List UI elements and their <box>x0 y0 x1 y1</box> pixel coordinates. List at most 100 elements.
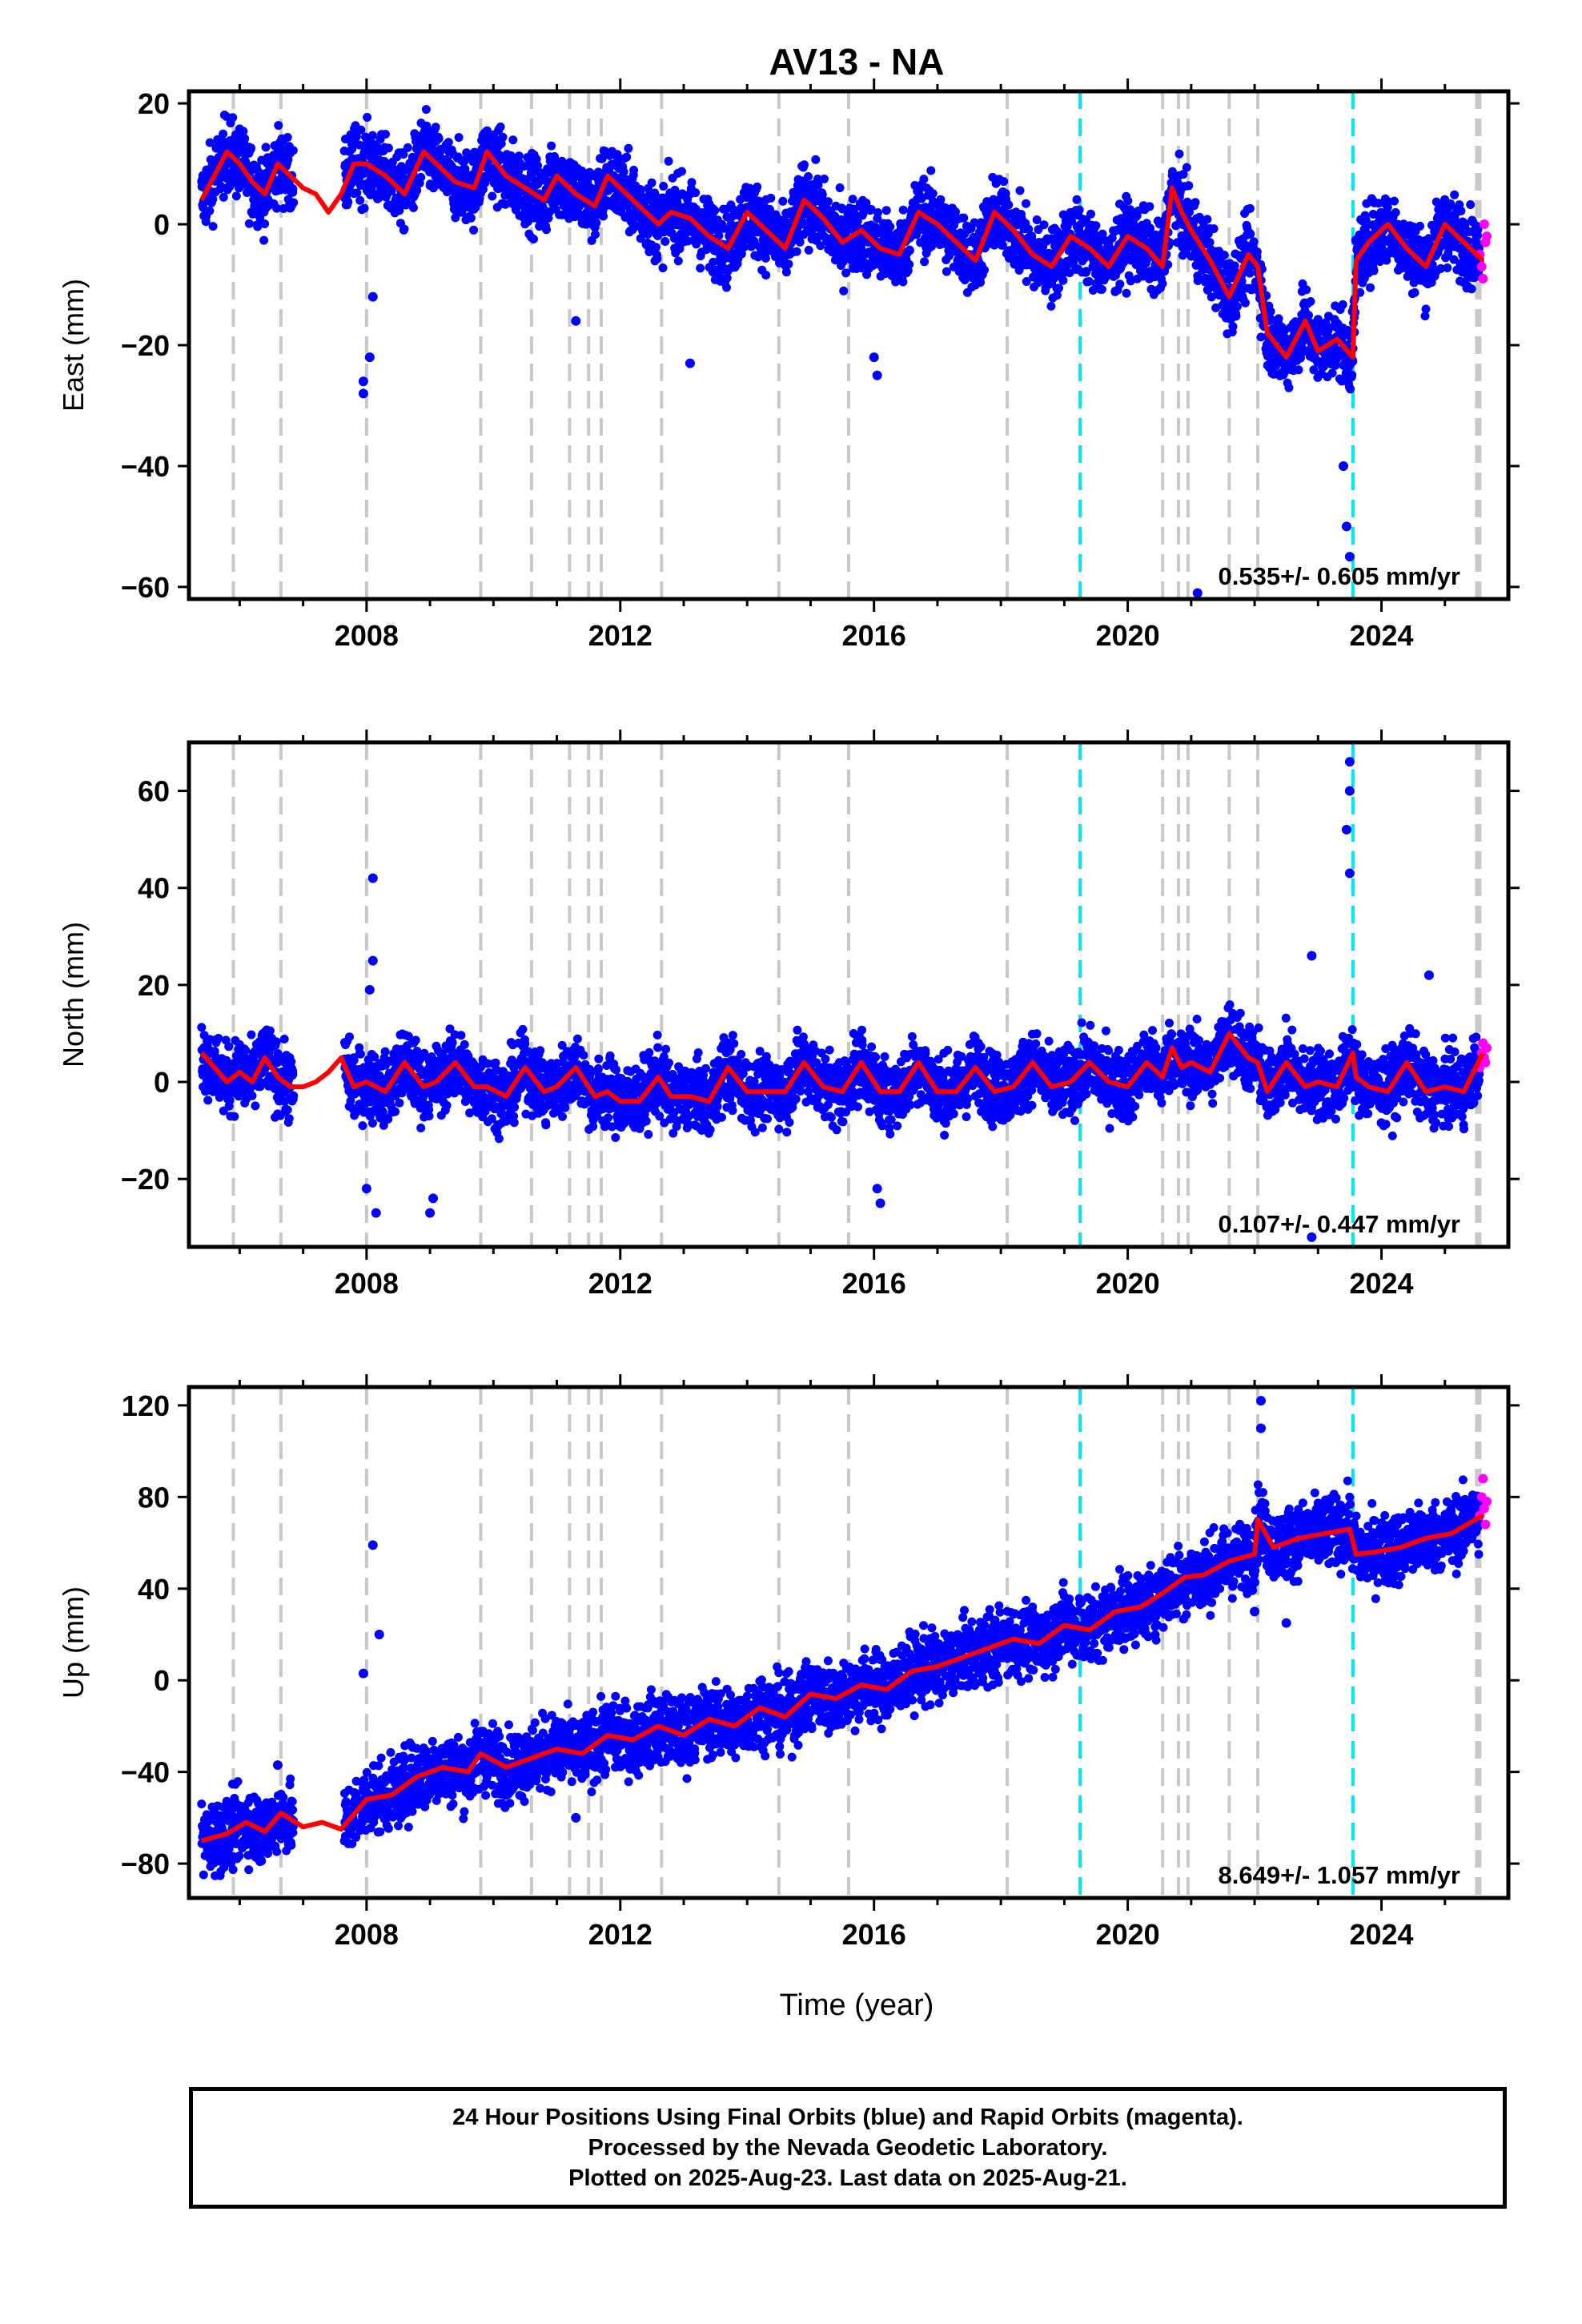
east-outlier-point-11 <box>1339 460 1348 471</box>
up-outlier-point-1 <box>367 1540 378 1550</box>
up-outlier-point-8 <box>272 1760 283 1771</box>
north-outlier-point-1 <box>367 955 378 966</box>
east-outlier-point-8 <box>1192 588 1203 598</box>
east-x-tick-label-2012: 2012 <box>588 619 652 652</box>
north-plot-area <box>197 742 1492 1247</box>
north-outlier-point-14 <box>1307 951 1317 961</box>
east-outlier-point-2 <box>364 352 375 363</box>
east-outlier-point-7 <box>872 370 882 380</box>
north-outlier-point-2 <box>364 984 375 995</box>
up-x-tick-label-2024: 2024 <box>1349 1918 1413 1951</box>
up-x-tick-label-2012: 2012 <box>588 1918 652 1951</box>
north-y-tick-label-40: 40 <box>138 872 170 905</box>
up-model-line <box>201 1513 1484 1844</box>
north-x-tick-label-2020: 2020 <box>1096 1267 1160 1300</box>
up-y-tick-label--40: −40 <box>121 1756 170 1789</box>
east-final-orbit-points <box>197 105 1484 394</box>
north-y-tick-label-0: 0 <box>154 1066 170 1099</box>
east-outlier-point-1 <box>358 388 368 399</box>
north-outlier-point-10 <box>1344 757 1355 767</box>
east-outlier-point-6 <box>869 352 879 363</box>
north-velocity-label: 0.107+/- 0.447 mm/yr <box>1219 1210 1460 1238</box>
up-y-tick-label-0: 0 <box>154 1664 170 1697</box>
east-velocity-label: 0.535+/- 0.605 mm/yr <box>1219 562 1460 590</box>
footer-box: 24 Hour Positions Using Final Orbits (bl… <box>189 2087 1507 2209</box>
east-y-tick-label-0: 0 <box>154 208 170 241</box>
north-outlier-point-8 <box>875 1198 885 1208</box>
east-outlier-point-4 <box>571 316 581 326</box>
up-frame <box>187 1385 1511 1900</box>
east-rapid-point-1 <box>1476 261 1487 271</box>
gps-timeseries-chart: AV13 - NA Time (year) 2008 2012 2016 2020 20… <box>57 41 1520 2022</box>
x-axis-label: Time (year) <box>780 1988 934 2022</box>
east-y-axis-label: East (mm) <box>57 279 90 412</box>
up-outlier-point-0 <box>358 1668 368 1679</box>
north-outlier-point-9 <box>1307 1232 1317 1242</box>
up-outlier-point-7 <box>1250 1606 1260 1617</box>
up-rapid-point-5 <box>1482 1497 1492 1507</box>
east-outlier-point-0 <box>358 376 368 387</box>
north-outlier-point-15 <box>1423 970 1434 980</box>
east-outlier-point-9 <box>1344 552 1355 562</box>
up-x-tick-label-2020: 2020 <box>1096 1918 1160 1951</box>
north-x-tick-label-2008: 2008 <box>335 1267 399 1300</box>
north-outlier-point-13 <box>1344 868 1355 879</box>
north-outlier-point-11 <box>1344 786 1355 796</box>
east-y-tick-label--20: −20 <box>121 329 170 362</box>
chart-title: AV13 - NA <box>769 41 945 82</box>
north-outlier-point-7 <box>872 1184 882 1194</box>
up-outlier-point-3 <box>571 1812 581 1823</box>
up-outlier-point-4 <box>1256 1396 1266 1406</box>
panel-east: 2008 2012 2016 2020 2024 −60 −40 −20 0 20 East (mm… <box>57 78 1520 652</box>
east-rapid-point-3 <box>1479 219 1489 230</box>
up-x-tick-label-2008: 2008 <box>335 1918 399 1951</box>
up-outlier-point-2 <box>374 1629 384 1639</box>
up-velocity-label: 8.649+/- 1.057 mm/yr <box>1219 1861 1460 1889</box>
north-outlier-point-6 <box>428 1193 439 1204</box>
east-x-tick-label-2016: 2016 <box>842 619 906 652</box>
north-y-tick-label-20: 20 <box>138 969 170 1002</box>
north-outlier-point-4 <box>371 1208 381 1218</box>
east-x-tick-label-2020: 2020 <box>1096 619 1160 652</box>
east-y-tick-label-20: 20 <box>138 87 170 120</box>
north-x-tick-label-2016: 2016 <box>842 1267 906 1300</box>
east-rapid-point-2 <box>1478 273 1488 283</box>
east-outlier-point-10 <box>1341 521 1351 532</box>
footer-line-1: 24 Hour Positions Using Final Orbits (bl… <box>452 2105 1243 2130</box>
up-plot-area <box>197 1387 1492 1898</box>
east-rapid-point-5 <box>1482 231 1492 242</box>
east-y-tick-label--60: −60 <box>121 571 170 604</box>
north-outlier-point-0 <box>367 873 378 883</box>
up-y-tick-label-120: 120 <box>122 1389 170 1422</box>
panel-north: 2008 2012 2016 2020 2024 −20 0 20 40 60 North (mm)… <box>57 730 1520 1300</box>
north-x-tick-label-2012: 2012 <box>588 1267 652 1300</box>
up-x-tick-label-2016: 2016 <box>842 1918 906 1951</box>
up-y-tick-label-80: 80 <box>138 1481 170 1514</box>
north-rapid-point-5 <box>1482 1043 1492 1053</box>
east-x-tick-label-2008: 2008 <box>335 619 399 652</box>
footer-line-2: Processed by the Nevada Geodetic Laborat… <box>588 2135 1108 2161</box>
up-y-axis-label: Up (mm) <box>57 1586 90 1699</box>
north-outlier-point-12 <box>1341 825 1351 835</box>
north-y-tick-label--20: −20 <box>121 1163 170 1196</box>
north-y-tick-label-60: 60 <box>138 775 170 808</box>
north-frame <box>187 740 1511 1249</box>
up-y-tick-label-40: 40 <box>138 1573 170 1606</box>
up-outlier-point-6 <box>1281 1618 1291 1628</box>
east-outlier-point-5 <box>685 358 695 368</box>
north-x-tick-label-2024: 2024 <box>1349 1267 1413 1300</box>
east-outlier-point-3 <box>367 292 378 302</box>
footer-line-3: Plotted on 2025-Aug-23. Last data on 202… <box>568 2165 1127 2191</box>
east-y-tick-label--40: −40 <box>121 450 170 483</box>
east-plot-area <box>197 91 1492 599</box>
up-rapid-point-2 <box>1478 1474 1488 1484</box>
up-outlier-point-5 <box>1256 1423 1266 1433</box>
up-y-tick-label--80: −80 <box>121 1848 170 1880</box>
north-final-orbit-points <box>197 1000 1484 1144</box>
north-rapid-point-4 <box>1480 1057 1491 1068</box>
north-y-axis-label: North (mm) <box>57 922 90 1068</box>
up-final-orbit-points <box>197 1475 1484 1880</box>
north-outlier-point-5 <box>425 1208 436 1218</box>
east-model-line <box>199 149 1485 360</box>
north-model-line <box>199 1031 1485 1104</box>
